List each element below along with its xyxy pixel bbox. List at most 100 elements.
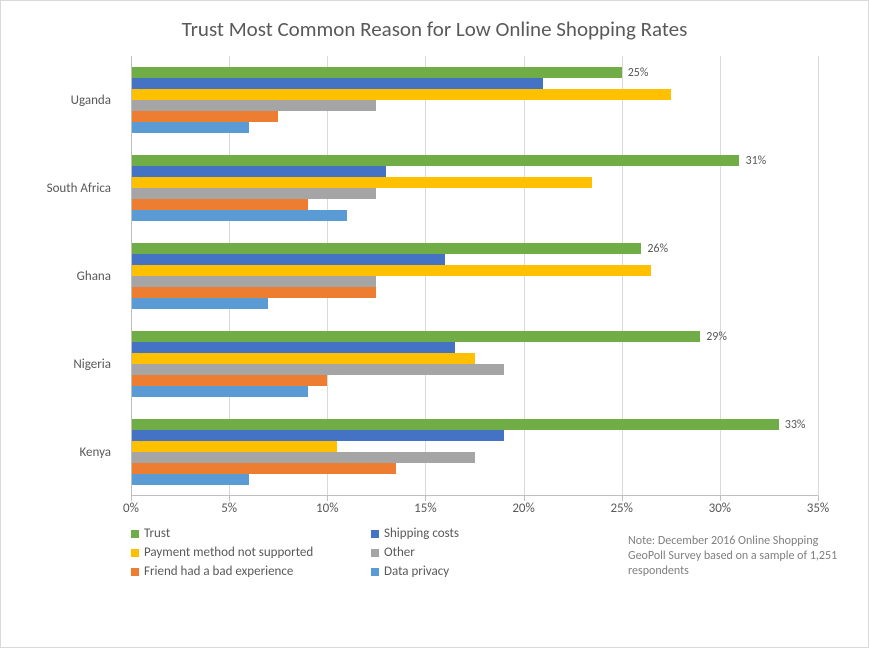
bar-privacy [131, 298, 268, 309]
legend-item-privacy: Data privacy [371, 564, 591, 579]
bar-payment [131, 265, 651, 276]
plot-area: 25% 31% 26% 29% 33% [131, 56, 818, 496]
bar-row: 26% [131, 243, 818, 254]
bar-row: 25% [131, 67, 818, 78]
x-tick-label: 30% [709, 501, 731, 516]
legend-swatch [131, 549, 139, 557]
bar-row [131, 353, 818, 364]
legend-swatch [371, 568, 379, 576]
bar-privacy [131, 474, 249, 485]
legend-label: Payment method not supported [144, 545, 313, 560]
bar-row [131, 122, 818, 133]
bar-row [131, 254, 818, 265]
bar-row [131, 364, 818, 375]
bar-row [131, 265, 818, 276]
category-label: Nigeria [21, 320, 121, 408]
bar-row [131, 386, 818, 397]
bar-other [131, 188, 376, 199]
bar-other [131, 364, 504, 375]
category-label: Ghana [21, 232, 121, 320]
legend-row: Trust Shipping costs [131, 526, 591, 541]
x-tick-label: 0% [123, 501, 139, 516]
x-tick-label: 5% [221, 501, 237, 516]
bar-shipping [131, 254, 445, 265]
legend-item-payment: Payment method not supported [131, 545, 351, 560]
legend-row: Friend had a bad experience Data privacy [131, 564, 591, 579]
bar-trust: 29% [131, 331, 700, 342]
bar-trust: 25% [131, 67, 622, 78]
category-label: South Africa [21, 144, 121, 232]
category-label: Uganda [21, 56, 121, 144]
bar-row [131, 210, 818, 221]
legend-label: Other [384, 545, 415, 560]
bottom-area: Trust Shipping costs Payment method not su… [131, 526, 818, 606]
legend-swatch [131, 568, 139, 576]
category-group: 33% [131, 408, 818, 496]
y-axis-line [131, 56, 132, 496]
bar-friend [131, 287, 376, 298]
y-axis-labels: UgandaSouth AfricaGhanaNigeriaKenya [21, 56, 121, 496]
bar-row: 29% [131, 331, 818, 342]
category-group: 26% [131, 232, 818, 320]
bar-row [131, 441, 818, 452]
bar-friend [131, 111, 278, 122]
bar-trust: 31% [131, 155, 739, 166]
bar-privacy [131, 122, 249, 133]
legend-label: Trust [144, 526, 170, 541]
bar-friend [131, 463, 396, 474]
bar-row [131, 188, 818, 199]
bar-trust: 33% [131, 419, 779, 430]
chart-title: Trust Most Common Reason for Low Online … [61, 16, 808, 42]
bar-friend [131, 199, 308, 210]
legend-row: Payment method not supported Other [131, 545, 591, 560]
footnote: Note: December 2016 Online Shopping GeoP… [628, 534, 838, 579]
category-label: Kenya [21, 408, 121, 496]
bar-friend [131, 375, 327, 386]
chart-container: Trust Most Common Reason for Low Online … [0, 0, 869, 648]
bar-shipping [131, 166, 386, 177]
legend-label: Friend had a bad experience [144, 564, 293, 579]
bar-row [131, 430, 818, 441]
category-group: 29% [131, 320, 818, 408]
bar-row [131, 474, 818, 485]
legend-item-trust: Trust [131, 526, 351, 541]
bar-other [131, 100, 376, 111]
bar-payment [131, 441, 337, 452]
category-group: 31% [131, 144, 818, 232]
x-tick-label: 25% [610, 501, 632, 516]
bar-row [131, 342, 818, 353]
legend-label: Data privacy [384, 564, 449, 579]
bar-payment [131, 353, 475, 364]
x-tick-label: 35% [807, 501, 829, 516]
bar-privacy [131, 386, 308, 397]
bar-row [131, 166, 818, 177]
bar-shipping [131, 430, 504, 441]
legend-item-shipping: Shipping costs [371, 526, 591, 541]
x-tick-label: 20% [512, 501, 534, 516]
bar-row [131, 463, 818, 474]
legend-label: Shipping costs [384, 526, 459, 541]
bar-row [131, 452, 818, 463]
legend-swatch [371, 549, 379, 557]
bar-row [131, 177, 818, 188]
bar-row: 31% [131, 155, 818, 166]
bar-row [131, 287, 818, 298]
bar-trust: 26% [131, 243, 641, 254]
x-axis: 0%5%10%15%20%25%30%35% [131, 496, 818, 518]
bar-privacy [131, 210, 347, 221]
bar-other [131, 276, 376, 287]
gridline [818, 56, 819, 496]
bar-row [131, 89, 818, 100]
legend: Trust Shipping costs Payment method not su… [131, 526, 591, 579]
bar-other [131, 452, 475, 463]
bar-row [131, 78, 818, 89]
bar-payment [131, 89, 671, 100]
bar-shipping [131, 342, 455, 353]
bar-row [131, 111, 818, 122]
legend-item-other: Other [371, 545, 591, 560]
bars-region: 25% 31% 26% 29% 33% [131, 56, 818, 496]
bar-payment [131, 177, 592, 188]
bar-row [131, 100, 818, 111]
legend-swatch [371, 530, 379, 538]
x-tick-label: 15% [414, 501, 436, 516]
